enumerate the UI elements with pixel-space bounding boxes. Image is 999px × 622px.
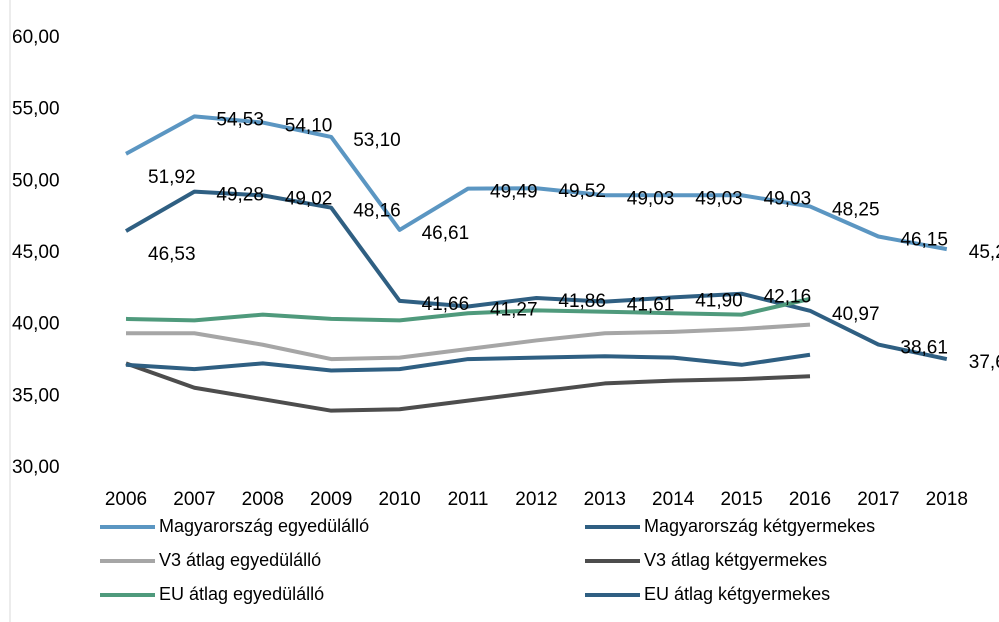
data-label: 51,92 bbox=[148, 167, 196, 188]
x-tick-label: 2009 bbox=[310, 489, 352, 510]
x-tick-label: 2018 bbox=[926, 489, 968, 510]
y-tick-label: 30,00 bbox=[12, 457, 60, 478]
legend-label: EU átlag egyedülálló bbox=[159, 584, 324, 604]
legend-label: Magyarország egyedülálló bbox=[159, 516, 369, 536]
data-label: 53,10 bbox=[353, 130, 401, 151]
data-label: 45,27 bbox=[969, 242, 999, 263]
x-tick-label: 2013 bbox=[584, 489, 626, 510]
data-label: 49,03 bbox=[695, 188, 743, 209]
data-label: 48,16 bbox=[353, 201, 401, 222]
data-label: 41,90 bbox=[695, 290, 743, 311]
y-tick-label: 50,00 bbox=[12, 170, 60, 191]
series-line bbox=[125, 114, 948, 252]
data-label: 49,52 bbox=[558, 181, 606, 202]
series-line bbox=[125, 361, 811, 413]
x-tick-label: 2008 bbox=[242, 489, 284, 510]
data-label: 41,66 bbox=[422, 294, 470, 315]
data-label: 49,03 bbox=[764, 188, 812, 209]
y-tick-label: 35,00 bbox=[12, 385, 60, 406]
data-label: 48,25 bbox=[832, 199, 880, 220]
data-label: 49,02 bbox=[285, 188, 333, 209]
series-line bbox=[125, 189, 948, 362]
data-label: 41,27 bbox=[490, 299, 538, 320]
legend-label: EU átlag kétgyermekes bbox=[644, 584, 830, 604]
data-label: 41,61 bbox=[627, 295, 675, 316]
data-label: 54,53 bbox=[216, 109, 264, 130]
data-label: 46,61 bbox=[422, 223, 470, 244]
series-line bbox=[126, 322, 811, 362]
y-tick-label: 40,00 bbox=[12, 314, 60, 335]
x-tick-label: 2014 bbox=[652, 489, 695, 510]
legend-label: Magyarország kétgyermekes bbox=[644, 516, 875, 536]
data-label: 49,03 bbox=[627, 188, 675, 209]
data-label: 42,16 bbox=[764, 287, 812, 308]
data-label: 37,60 bbox=[969, 352, 999, 373]
data-label: 41,86 bbox=[558, 291, 606, 312]
x-tick-label: 2016 bbox=[789, 489, 831, 510]
data-label: 49,49 bbox=[490, 182, 538, 203]
x-tick-label: 2017 bbox=[857, 489, 899, 510]
x-tick-label: 2010 bbox=[378, 489, 420, 510]
y-tick-label: 60,00 bbox=[12, 27, 60, 48]
data-label: 46,15 bbox=[900, 230, 948, 251]
x-tick-label: 2006 bbox=[105, 489, 147, 510]
x-tick-label: 2012 bbox=[515, 489, 557, 510]
data-label: 38,61 bbox=[900, 338, 948, 359]
series-line bbox=[125, 352, 811, 373]
series-line bbox=[125, 296, 811, 323]
data-label: 40,97 bbox=[832, 304, 880, 325]
data-label: 49,28 bbox=[216, 185, 264, 206]
y-tick-label: 55,00 bbox=[12, 99, 60, 120]
data-label: 46,53 bbox=[148, 244, 196, 265]
x-tick-label: 2007 bbox=[173, 489, 215, 510]
x-tick-label: 2011 bbox=[448, 489, 489, 510]
x-tick-label: 2015 bbox=[720, 489, 762, 510]
data-label: 54,10 bbox=[285, 116, 333, 137]
y-tick-label: 45,00 bbox=[12, 242, 60, 263]
legend-label: V3 átlag egyedülálló bbox=[159, 550, 321, 570]
legend-label: V3 átlag kétgyermekes bbox=[644, 550, 827, 570]
